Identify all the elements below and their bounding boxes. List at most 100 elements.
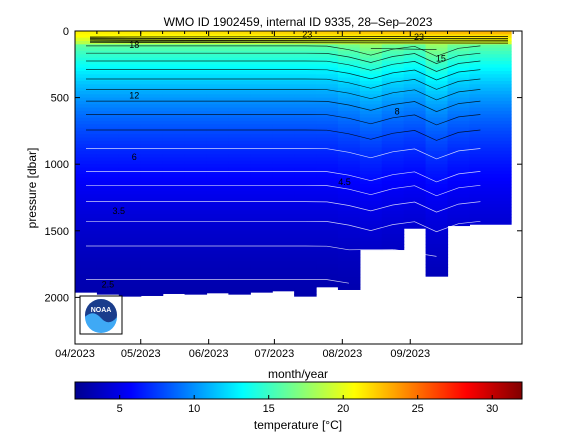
field-cell (75, 164, 98, 169)
field-cell (337, 160, 361, 165)
field-cell (272, 144, 295, 149)
field-cell (272, 94, 295, 99)
field-cell (447, 214, 471, 219)
field-cell (140, 120, 164, 125)
field-cell (162, 37, 186, 42)
field-cell (425, 170, 449, 175)
field-cell (447, 127, 471, 132)
field-cell (206, 284, 229, 288)
field-cell (140, 134, 164, 139)
field-cell (228, 204, 251, 209)
field-cell (250, 227, 273, 232)
field-cell (250, 117, 273, 122)
isotherm-line (86, 52, 481, 64)
field-cell (316, 37, 339, 42)
field-cell (294, 104, 317, 109)
field-cell (75, 190, 98, 195)
field-cell (96, 234, 120, 239)
field-cell (294, 97, 317, 102)
field-cell (272, 284, 295, 288)
field-cell (228, 260, 251, 265)
field-cell (140, 90, 164, 95)
field-cell (272, 44, 295, 49)
field-cell (228, 284, 251, 288)
field-cell (337, 104, 361, 109)
field-cell (425, 220, 449, 225)
field-cell (228, 257, 251, 262)
field-cell (425, 50, 449, 55)
field-cell (381, 107, 405, 112)
field-cell (75, 127, 98, 132)
field-cell (425, 184, 449, 189)
field-cell (469, 50, 512, 55)
field-cell (294, 37, 317, 42)
field-cell (469, 77, 512, 82)
field-cell (316, 144, 339, 149)
field-cell (425, 147, 449, 152)
field-cell (359, 87, 383, 92)
contour-labels: 18 23 23 15 12 8 6 4.5 3.5 2.5 (102, 29, 446, 289)
field-cell (272, 140, 295, 145)
field-cell (206, 194, 229, 199)
field-cell (316, 117, 339, 122)
field-cell (272, 200, 295, 205)
field-cell (294, 200, 317, 205)
isotherm-line (86, 171, 481, 183)
field-cell (184, 150, 208, 155)
field-cell (337, 244, 361, 249)
field-cell (316, 107, 339, 112)
profile-column (272, 31, 295, 292)
field-cell (381, 227, 405, 232)
field-cell (162, 260, 186, 265)
field-cell (228, 167, 251, 172)
field-cell (96, 180, 120, 185)
field-cell (359, 117, 383, 122)
field-cell (140, 54, 164, 59)
field-cell (381, 80, 405, 85)
field-cell (250, 90, 273, 95)
field-cell (425, 124, 449, 129)
field-cell (75, 180, 98, 185)
field-cell (316, 220, 339, 225)
field-cell (140, 234, 164, 239)
field-cell (96, 257, 120, 262)
field-cell (316, 224, 339, 229)
field-cell (294, 137, 317, 142)
field-cell (228, 217, 251, 222)
field-cell (337, 230, 361, 235)
field-cell (447, 160, 471, 165)
field-cell (162, 214, 186, 219)
field-cell (359, 177, 383, 182)
field-cell (75, 137, 98, 142)
field-cell (228, 190, 251, 195)
field-cell (425, 114, 449, 119)
field-cell (316, 157, 339, 162)
field-cell (359, 224, 383, 229)
field-cell (162, 224, 186, 229)
field-cell (469, 107, 512, 112)
field-cell (118, 194, 142, 199)
field-cell (206, 270, 229, 275)
field-cell (228, 60, 251, 65)
field-cell (337, 97, 361, 102)
field-cell (162, 257, 186, 262)
field-cell (140, 274, 164, 278)
field-cell (206, 177, 229, 182)
field-cell (359, 127, 383, 132)
field-cell (425, 37, 449, 42)
field-cell (316, 264, 339, 269)
field-cell (294, 270, 317, 275)
field-cell (184, 240, 208, 245)
field-cell (140, 250, 164, 255)
field-cell (140, 77, 164, 82)
field-cell (96, 204, 120, 209)
field-cell (250, 290, 273, 293)
field-cell (337, 127, 361, 132)
field-cell (294, 157, 317, 162)
field-cell (184, 160, 208, 165)
field-cell (140, 104, 164, 109)
field-cell (425, 230, 449, 235)
field-cell (403, 180, 427, 185)
field-cell (250, 54, 273, 59)
field-cell (337, 70, 361, 75)
